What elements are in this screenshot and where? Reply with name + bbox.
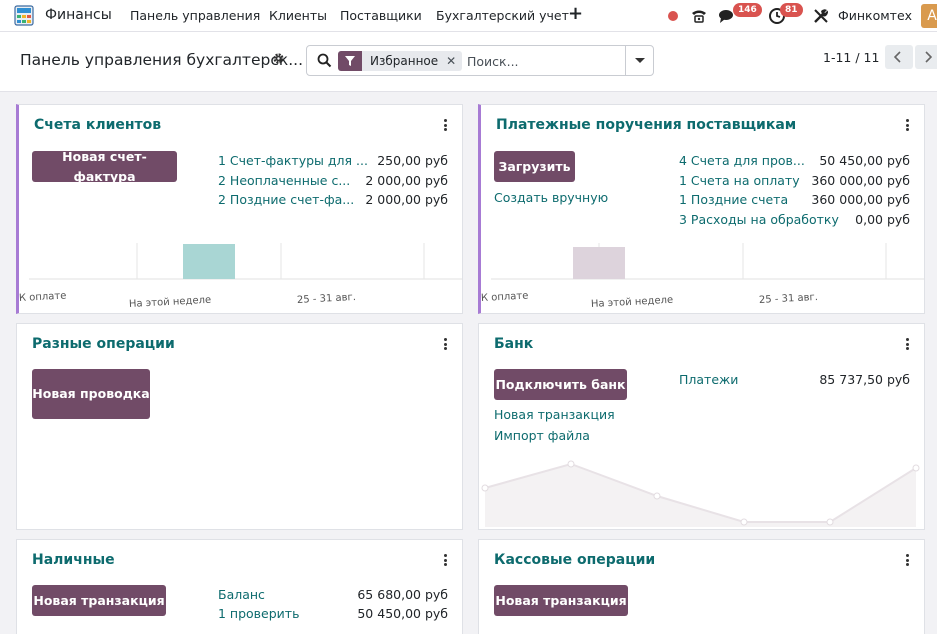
card-title[interactable]: Наличные — [32, 552, 115, 568]
app-icon[interactable] — [13, 4, 35, 26]
payments-link[interactable]: Платежи — [679, 372, 739, 387]
plus-icon[interactable]: + — [568, 3, 584, 24]
kebab-menu-icon[interactable] — [444, 338, 448, 350]
messages-badge: 146 — [733, 3, 762, 17]
pager-previous-button[interactable] — [885, 45, 913, 69]
new-transaction-button[interactable]: Новая транзакция — [494, 585, 628, 616]
invoice-row-link[interactable]: 2 Неоплаченные с... — [218, 173, 351, 188]
avatar[interactable]: A — [921, 4, 937, 28]
search-icon[interactable] — [317, 53, 332, 68]
card-title[interactable]: Банк — [494, 336, 534, 352]
chevron-left-icon — [894, 51, 901, 63]
card-bank: Банк Подключить банк Новая транзакция Им… — [478, 323, 925, 530]
card-cash-operations: Кассовые операции Новая транзакция — [478, 539, 925, 634]
new-entry-button[interactable]: Новая проводка — [32, 369, 150, 419]
menu-vendors[interactable]: Поставщики — [340, 8, 422, 23]
pager-next-button[interactable] — [915, 45, 937, 69]
new-invoice-button[interactable]: Новая счет-фактура — [32, 149, 177, 184]
kebab-menu-icon[interactable] — [444, 119, 448, 131]
new-transaction-button[interactable]: Новая транзакция — [32, 585, 166, 616]
bill-row-link[interactable]: 1 Счета на оплату — [679, 173, 800, 188]
chat-icon[interactable] — [718, 7, 736, 25]
cash-row-amount: 50 450,00 руб — [357, 606, 448, 621]
activities-badge: 81 — [780, 3, 803, 17]
bill-row-amount: 360 000,00 руб — [811, 173, 910, 188]
pager-value[interactable]: 1-11 / 11 — [823, 50, 880, 65]
invoice-row-amount: 2 000,00 руб — [365, 173, 448, 188]
payments-amount: 85 737,50 руб — [819, 372, 910, 387]
card-title[interactable]: Разные операции — [32, 336, 175, 352]
menu-dashboard[interactable]: Панель управления — [130, 8, 261, 23]
card-vendor-bills: Платежные поручения поставщикам Загрузит… — [478, 104, 925, 314]
invoice-row-link[interactable]: 1 Счет-фактуры для ... — [218, 153, 368, 168]
chart-bar[interactable] — [573, 247, 625, 279]
bill-row-link[interactable]: 1 Поздние счета — [679, 192, 789, 207]
new-transaction-link[interactable]: Новая транзакция — [494, 407, 615, 422]
card-title[interactable]: Кассовые операции — [494, 552, 656, 568]
cash-row-amount: 65 680,00 руб — [357, 587, 448, 602]
bill-row-amount: 0,00 руб — [855, 212, 910, 227]
bill-row-amount: 360 000,00 руб — [811, 192, 910, 207]
chevron-right-icon — [925, 51, 932, 63]
kebab-menu-icon[interactable] — [444, 554, 448, 566]
control-panel: Панель управления бухгалтерск... Избранн… — [0, 32, 937, 92]
gear-icon[interactable] — [272, 52, 285, 65]
bill-row-amount: 50 450,00 руб — [819, 153, 910, 168]
bill-row-link[interactable]: 3 Расходы на обработку — [679, 212, 839, 227]
filter-icon — [338, 51, 362, 71]
search-bar[interactable]: Избранное ✕ — [306, 45, 654, 76]
import-file-link[interactable]: Импорт файла — [494, 428, 590, 443]
chart-bar[interactable] — [183, 244, 235, 279]
card-misc-operations: Разные операции Новая проводка — [16, 323, 463, 530]
kebab-menu-icon[interactable] — [906, 338, 910, 350]
bill-row-link[interactable]: 4 Счета для пров... — [679, 153, 805, 168]
status-dot-icon[interactable] — [668, 11, 678, 21]
app-name[interactable]: Финансы — [45, 7, 112, 23]
menu-customers[interactable]: Клиенты — [269, 8, 328, 23]
top-navbar: Финансы Панель управления Клиенты Постав… — [0, 0, 937, 32]
card-customer-invoices: Счета клиентов Новая счет-фактура 1 Счет… — [16, 104, 463, 314]
invoice-row-amount: 250,00 руб — [377, 153, 448, 168]
aging-bar-chart[interactable] — [19, 105, 463, 314]
search-facet[interactable]: Избранное ✕ — [338, 51, 463, 71]
invoice-row-link[interactable]: 2 Поздние счет-фа... — [218, 192, 355, 207]
aging-bar-chart[interactable] — [481, 105, 925, 314]
invoice-row-amount: 2 000,00 руб — [365, 192, 448, 207]
menu-accounting[interactable]: Бухгалтерский учет — [436, 8, 569, 23]
company-switcher[interactable]: Финкомтех — [838, 8, 913, 23]
tools-icon[interactable] — [812, 7, 830, 25]
create-manually-link[interactable]: Создать вручную — [494, 190, 609, 205]
chevron-down-icon[interactable] — [625, 46, 653, 75]
page-title: Панель управления бухгалтерск... — [20, 51, 303, 69]
bank-balance-line-chart[interactable] — [479, 324, 925, 530]
kebab-menu-icon[interactable] — [906, 554, 910, 566]
kebab-menu-icon[interactable] — [906, 119, 910, 131]
card-title[interactable]: Платежные поручения поставщикам — [496, 117, 797, 133]
card-cash: Наличные Новая транзакция Баланс 65 680,… — [16, 539, 463, 634]
connect-bank-button[interactable]: Подключить банк — [494, 369, 627, 400]
facet-label: Избранное — [362, 51, 445, 71]
cash-row-link[interactable]: 1 проверить — [218, 606, 300, 621]
close-icon[interactable]: ✕ — [444, 51, 463, 71]
phone-icon[interactable] — [690, 7, 708, 25]
search-input[interactable] — [467, 52, 617, 70]
cash-row-link[interactable]: Баланс — [218, 587, 265, 602]
card-title[interactable]: Счета клиентов — [34, 117, 162, 133]
upload-button[interactable]: Загрузить — [494, 151, 575, 182]
